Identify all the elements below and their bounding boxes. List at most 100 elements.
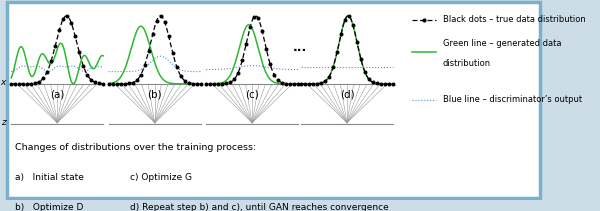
Point	[269, 73, 279, 77]
Point	[192, 82, 202, 85]
Point	[82, 73, 92, 76]
Point	[277, 81, 287, 84]
Point	[241, 42, 251, 45]
Point	[168, 51, 178, 54]
Point	[336, 33, 346, 36]
Point	[22, 82, 32, 85]
Point	[226, 81, 235, 84]
Text: d) Repeat step b) and c), until GAN reaches convergence: d) Repeat step b) and c), until GAN reac…	[130, 203, 389, 211]
Point	[368, 81, 378, 84]
Point	[112, 82, 121, 85]
Point	[104, 82, 113, 85]
Point	[340, 18, 350, 22]
Point	[316, 81, 326, 85]
Point	[233, 71, 243, 74]
Point	[46, 59, 56, 62]
Text: c) Optimize G: c) Optimize G	[130, 173, 193, 182]
Point	[38, 77, 48, 80]
Point	[31, 81, 40, 85]
Point	[376, 82, 386, 85]
Point	[196, 82, 206, 85]
Point	[320, 80, 330, 83]
Point	[221, 82, 231, 85]
Point	[296, 82, 306, 85]
Point	[257, 29, 267, 33]
Text: Black dots – true data distribution: Black dots – true data distribution	[443, 15, 586, 24]
Point	[148, 32, 158, 36]
Point	[184, 81, 194, 84]
Point	[364, 78, 374, 81]
Point	[70, 35, 80, 38]
Point	[50, 44, 60, 48]
Point	[250, 15, 259, 18]
Text: x: x	[1, 78, 6, 87]
Text: Green line – generated data: Green line – generated data	[443, 39, 562, 48]
Point	[43, 70, 52, 73]
Point	[79, 64, 88, 67]
Point	[229, 78, 239, 81]
Point	[55, 29, 64, 32]
Point	[293, 82, 303, 85]
Point	[86, 78, 96, 82]
Point	[120, 82, 130, 85]
Point	[419, 18, 429, 22]
Point	[253, 17, 263, 20]
Point	[116, 82, 125, 85]
Point	[265, 63, 275, 66]
Point	[304, 82, 314, 85]
Point	[388, 82, 398, 85]
Point	[352, 40, 362, 44]
Point	[300, 82, 310, 85]
Point	[91, 81, 100, 84]
Point	[308, 82, 318, 85]
Point	[324, 75, 334, 78]
FancyBboxPatch shape	[7, 2, 541, 198]
Point	[14, 82, 24, 85]
Text: (d): (d)	[340, 90, 354, 100]
Point	[356, 58, 366, 61]
Point	[180, 79, 190, 82]
Point	[360, 70, 370, 74]
Point	[344, 15, 354, 18]
Point	[176, 74, 185, 78]
Point	[152, 19, 161, 22]
Point	[58, 17, 68, 21]
Point	[238, 59, 247, 62]
Text: ...: ...	[292, 41, 307, 54]
Point	[281, 82, 291, 85]
Point	[128, 81, 137, 84]
Point	[245, 25, 255, 28]
Point	[380, 82, 390, 85]
Point	[94, 82, 104, 85]
Text: (c): (c)	[245, 90, 259, 100]
Text: (b): (b)	[148, 90, 162, 100]
Point	[332, 51, 342, 54]
Text: distribution: distribution	[443, 59, 491, 68]
Point	[136, 73, 145, 77]
Text: Changes of distributions over the training process:: Changes of distributions over the traini…	[15, 143, 256, 152]
Point	[98, 82, 108, 85]
Point	[286, 82, 295, 85]
Point	[328, 66, 338, 69]
Point	[384, 82, 394, 85]
Text: (a): (a)	[50, 90, 64, 100]
Point	[34, 80, 44, 83]
Point	[156, 14, 166, 18]
Point	[172, 65, 182, 68]
Point	[274, 79, 283, 82]
Text: b)   Optimize D: b) Optimize D	[15, 203, 83, 211]
Point	[108, 82, 118, 85]
Point	[74, 50, 84, 54]
Point	[312, 82, 322, 85]
Point	[67, 21, 76, 24]
Point	[160, 20, 170, 24]
Point	[124, 82, 133, 85]
Text: z: z	[1, 118, 6, 127]
Point	[348, 23, 358, 27]
Point	[209, 82, 219, 85]
Point	[10, 82, 20, 85]
Point	[26, 82, 36, 85]
Point	[144, 49, 154, 53]
Point	[205, 82, 215, 85]
Point	[62, 14, 72, 18]
